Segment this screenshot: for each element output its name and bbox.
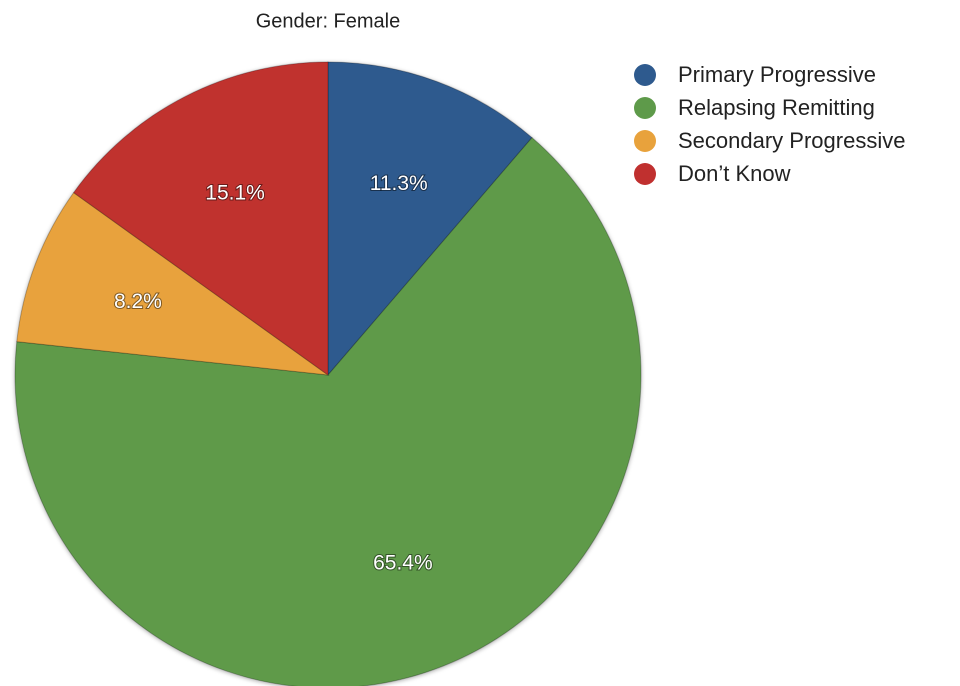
value-label: 8.2%	[114, 290, 162, 313]
value-label: 11.3%	[370, 172, 428, 195]
legend-label: Secondary Progressive	[678, 128, 905, 153]
legend-marker	[634, 97, 656, 119]
pie-slice	[72, 61, 329, 376]
value-label: 15.1%	[205, 182, 265, 205]
pie-slice	[16, 191, 330, 376]
pie-slice	[327, 61, 533, 377]
pie	[14, 61, 642, 686]
legend-marker	[634, 163, 656, 185]
legend-label: Don’t Know	[678, 161, 791, 186]
value-label: 65.4%	[373, 552, 433, 575]
legend-label: Relapsing Remitting	[678, 95, 875, 120]
legend-label: Primary Progressive	[678, 62, 876, 87]
legend-marker	[634, 64, 656, 86]
pie-slice	[14, 136, 642, 686]
legend-marker	[634, 130, 656, 152]
chart-title: Gender: Female	[256, 10, 401, 32]
